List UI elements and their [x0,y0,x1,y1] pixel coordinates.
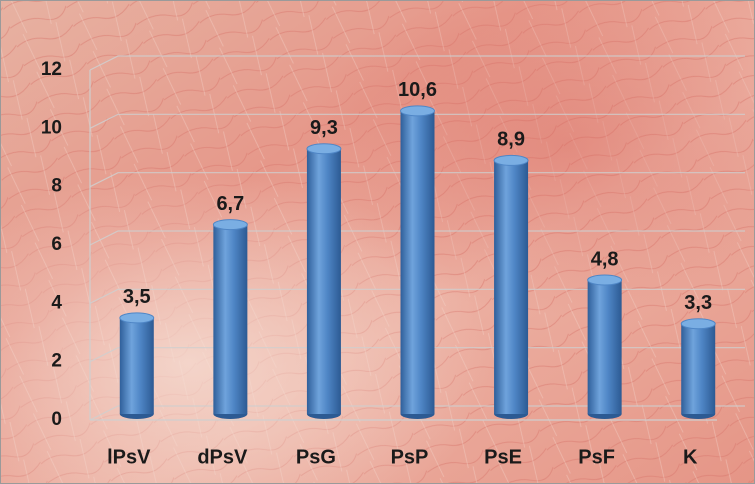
bar-group: 8,9 [494,129,528,419]
x-tick-label: PsG [296,446,336,468]
y-tick-label: 12 [41,59,62,80]
y-tick-label: 6 [51,234,62,255]
x-tick-label: dPsV [197,446,248,468]
bar-group: 3,5 [120,286,154,419]
value-label: 9,3 [310,117,338,139]
bar-top [681,319,715,329]
bar-group: 3,3 [681,292,715,419]
bar [401,111,435,414]
bar-top [120,313,154,323]
bar [307,149,341,414]
y-tick-label: 8 [51,176,62,197]
bar-group: 6,7 [213,193,247,419]
bar-top [307,144,341,154]
x-tick-label: K [683,446,698,468]
value-label: 10,6 [398,79,437,101]
y-tick-label: 2 [51,351,62,372]
bar [213,225,247,414]
value-label: 4,8 [591,248,619,270]
value-label: 8,9 [497,129,525,151]
value-label: 6,7 [216,193,244,215]
y-tick-label: 0 [51,409,62,430]
bar [494,160,528,414]
bar [120,318,154,414]
x-tick-label: PsP [391,446,429,468]
bar-top [401,106,435,116]
value-label: 3,3 [684,292,712,314]
x-tick-label: PsE [484,446,522,468]
bar-top [213,220,247,230]
page: 0 2 4 6 8 10 12 lPsV 3,5 dPsV 6,7 PsG 9,3 PsP 10,6 PsE… [0,0,755,484]
y-tick-label: 10 [41,117,62,138]
bar-top [494,155,528,165]
bar-top [588,275,622,285]
red-patch [0,0,755,484]
bar [588,280,622,414]
x-tick-label: PsF [578,446,615,468]
chart: 0 2 4 6 8 10 12 lPsV 3,5 dPsV 6,7 PsG 9,3 PsP 10,6 PsE… [0,0,755,484]
bar [681,324,715,414]
value-label: 3,5 [123,286,151,308]
y-tick-label: 4 [51,292,62,313]
x-tick-label: lPsV [107,446,151,468]
bar-group: 10,6 [398,79,437,419]
bar-group: 9,3 [307,117,341,419]
